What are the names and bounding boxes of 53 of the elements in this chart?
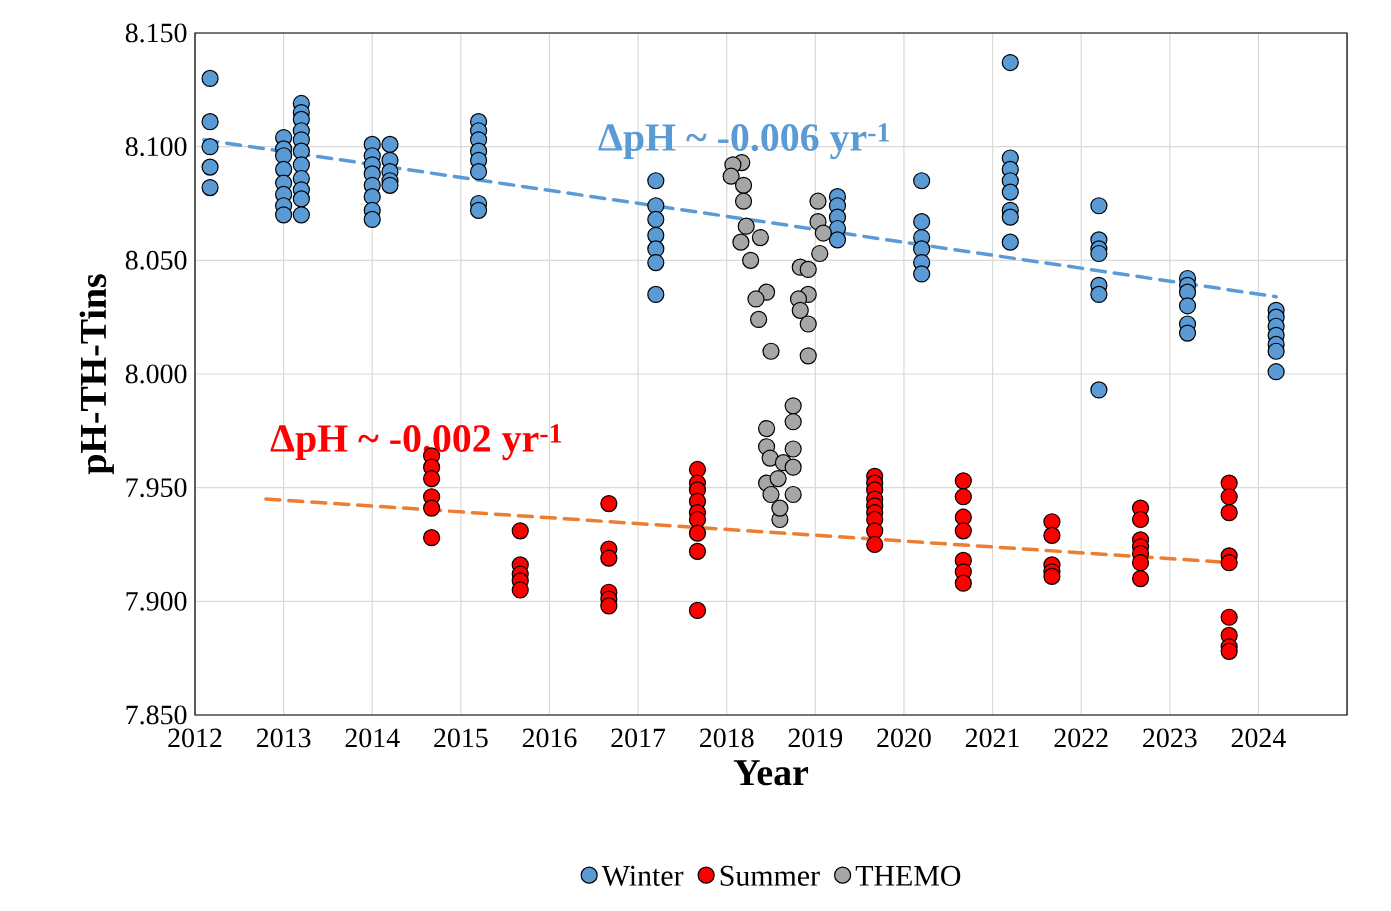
point (784, 440, 802, 458)
point (799, 347, 817, 365)
point (784, 413, 802, 431)
annotation: ΔpH ~ -0.006 yr$^{-1}$ (598, 123, 889, 160)
point (811, 244, 829, 263)
x-tick-label: 2016 (522, 728, 577, 748)
point (722, 167, 740, 185)
y-axis-title: pH-TH-Tins (79, 274, 114, 475)
y-tick-label: 7.900 (126, 591, 187, 611)
point (784, 485, 802, 504)
x-tick-label: 2021 (965, 728, 1019, 748)
point (734, 176, 753, 194)
x-axis-title: Year (733, 760, 809, 786)
point (814, 224, 832, 242)
x-tick-label: 2012 (168, 728, 222, 748)
point (799, 260, 817, 279)
annotation: ΔpH ~ -0.002 yr$^{-1}$ (270, 424, 562, 461)
y-tick-label: 7.950 (126, 478, 187, 498)
x-tick-label: 2024 (1231, 728, 1286, 748)
y-tick-label: 7.850 (126, 705, 187, 725)
point (762, 342, 780, 360)
point (762, 485, 780, 504)
point (734, 192, 753, 210)
x-tick-label: 2013 (256, 728, 311, 748)
point (751, 228, 769, 247)
point (737, 217, 755, 235)
y-tick-label: 8.100 (125, 137, 187, 157)
y-tick-label: 8.050 (125, 250, 187, 270)
x-tick-label: 2022 (1054, 728, 1108, 748)
x-tick-label: 2023 (1143, 728, 1197, 748)
point (732, 233, 750, 251)
legend-label: THEMO (855, 865, 961, 886)
point (757, 419, 776, 438)
x-tick-label: 2017 (611, 728, 666, 748)
legend-label: Summer (720, 865, 820, 886)
point (809, 192, 827, 210)
x-tick-label: 2019 (788, 728, 843, 748)
point (742, 251, 760, 269)
point (771, 499, 789, 517)
y-tick-label: 8.000 (125, 364, 187, 384)
point (769, 469, 787, 488)
point (750, 310, 768, 329)
x-tick-label: 2015 (434, 728, 488, 748)
x-tick-label: 2018 (700, 728, 754, 748)
legend-label: Winter (601, 865, 684, 887)
x-tick-label: 2014 (345, 728, 400, 748)
point (791, 301, 809, 319)
y-tick-label: 8.150 (125, 23, 187, 43)
point (799, 315, 817, 333)
x-tick-label: 2020 (877, 728, 931, 748)
point (784, 458, 802, 476)
point (784, 397, 802, 415)
point (747, 290, 765, 308)
